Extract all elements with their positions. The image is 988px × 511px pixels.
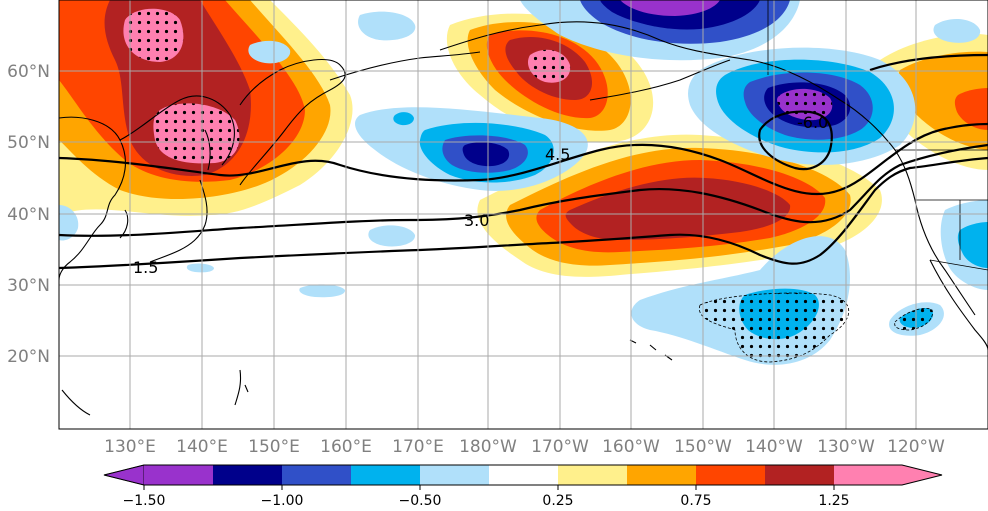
contour-labels: 4.5 3.0 1.5 -6.0 bbox=[133, 113, 828, 277]
colorbar-extend-high bbox=[834, 465, 942, 485]
colorbar-bin-3 bbox=[282, 465, 351, 485]
contour-line-3.0 bbox=[59, 143, 988, 237]
map-panel: 4.5 3.0 1.5 -6.0 bbox=[59, 0, 988, 429]
contour-line-1.5 bbox=[59, 156, 988, 270]
political-borders bbox=[767, 0, 988, 271]
colorbar-label-1.25: 1.25 bbox=[818, 493, 849, 509]
longitude-tick-labels: 130°E 140°E 150°E 160°E 170°E 180°W 170°… bbox=[104, 437, 945, 457]
colorbar-bin-1 bbox=[144, 465, 213, 485]
colorbar-bin-10 bbox=[765, 465, 834, 485]
coast-islands-west bbox=[61, 369, 249, 416]
lat-label-60N: 60°N bbox=[7, 62, 50, 82]
coastlines bbox=[59, 21, 988, 416]
lon-label-130W: 130°W bbox=[817, 437, 875, 457]
lon-label-160E: 160°E bbox=[320, 437, 372, 457]
lon-label-150W: 150°W bbox=[674, 437, 732, 457]
colorbar-bin-4 bbox=[351, 465, 420, 485]
lat-label-30N: 30°N bbox=[7, 276, 50, 296]
map-gridlines bbox=[59, 0, 988, 429]
colorbar-bin-5 bbox=[420, 465, 489, 485]
coast-aleutians bbox=[589, 59, 731, 101]
anomaly-region-dateline-core bbox=[462, 142, 510, 167]
anomaly-spot-7 bbox=[933, 18, 981, 43]
coast-asia-main bbox=[59, 116, 126, 281]
coast-alaska bbox=[439, 21, 976, 316]
coast-okhotsk bbox=[119, 95, 235, 166]
anomaly-spot-1 bbox=[248, 40, 291, 64]
contour-label-1.5: 1.5 bbox=[133, 258, 158, 277]
coast-japan bbox=[149, 179, 208, 263]
lon-label-180W: 180°W bbox=[459, 437, 517, 457]
colorbar-label-minus1.00: −1.00 bbox=[261, 493, 304, 509]
lon-label-130E: 130°E bbox=[104, 437, 156, 457]
anomaly-spot-3 bbox=[368, 225, 416, 247]
stipple-west-north bbox=[123, 8, 184, 62]
lon-label-120W: 120°W bbox=[887, 437, 945, 457]
colorbar-extend-low bbox=[103, 464, 145, 486]
colorbar-label-0.25: 0.25 bbox=[542, 493, 573, 509]
stipple-west-south bbox=[153, 103, 240, 164]
anomaly-spot-4 bbox=[299, 284, 346, 298]
lat-label-50N: 50°N bbox=[7, 133, 50, 153]
lon-label-160W: 160°W bbox=[602, 437, 660, 457]
stipple-subtropical-east bbox=[894, 307, 933, 331]
lon-label-140W: 140°W bbox=[745, 437, 803, 457]
anomaly-region-california-mid bbox=[957, 222, 988, 268]
colorbar-label-minus1.50: −1.50 bbox=[123, 493, 166, 509]
anomaly-region-northeast-high bbox=[954, 88, 988, 130]
contour-line-4.5 bbox=[59, 122, 988, 196]
colorbar-label-minus0.50: −0.50 bbox=[399, 493, 442, 509]
colorbar: −1.50 −1.00 −0.50 0.25 0.75 1.25 bbox=[103, 464, 943, 509]
latitude-tick-labels: 60°N 50°N 40°N 30°N 20°N bbox=[7, 62, 50, 367]
contour-label-3.0: 3.0 bbox=[464, 211, 489, 230]
colorbar-bin-9 bbox=[696, 465, 765, 485]
map-frame bbox=[58, 0, 988, 430]
lon-label-140E: 140°E bbox=[176, 437, 228, 457]
climatology-contours bbox=[59, 53, 988, 270]
lat-label-40N: 40°N bbox=[7, 205, 50, 225]
lon-label-170W: 170°W bbox=[531, 437, 589, 457]
anomaly-spot-5 bbox=[186, 263, 214, 273]
anomaly-spot-8 bbox=[393, 112, 414, 126]
coast-mexico bbox=[929, 259, 988, 351]
anomaly-spot-2 bbox=[358, 11, 416, 41]
colorbar-bin-8 bbox=[627, 465, 696, 485]
lon-label-150E: 150°E bbox=[248, 437, 300, 457]
lat-label-20N: 20°N bbox=[7, 347, 50, 367]
colorbar-bin-2 bbox=[213, 465, 282, 485]
colorbar-bin-7 bbox=[558, 465, 627, 485]
contour-line-arctic-loop bbox=[869, 53, 988, 72]
contour-label-minus6: -6.0 bbox=[797, 113, 828, 132]
anomaly-region-arctic-min bbox=[620, 0, 720, 16]
coast-sakhalin bbox=[204, 129, 211, 171]
contour-line-minus6 bbox=[758, 110, 833, 171]
coast-arctic bbox=[329, 51, 481, 81]
contour-label-4.5: 4.5 bbox=[545, 145, 570, 164]
border-us-mexico bbox=[929, 259, 988, 271]
lon-label-170E: 170°E bbox=[392, 437, 444, 457]
colorbar-label-0.75: 0.75 bbox=[680, 493, 711, 509]
colorbar-bin-6 bbox=[489, 465, 558, 485]
